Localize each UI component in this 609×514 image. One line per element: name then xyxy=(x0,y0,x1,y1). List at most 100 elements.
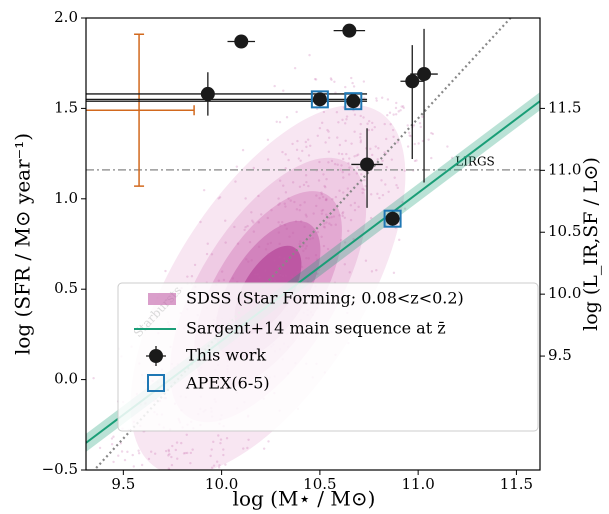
sdss-point xyxy=(277,203,280,207)
sdss-point xyxy=(385,137,388,141)
sdss-point xyxy=(387,190,390,193)
sdss-point xyxy=(306,280,309,284)
sdss-point xyxy=(304,174,308,177)
sdss-point xyxy=(298,208,301,212)
sdss-point xyxy=(309,237,312,241)
sdss-point xyxy=(381,193,385,197)
sdss-point xyxy=(383,122,386,126)
sdss-point xyxy=(342,176,345,179)
sdss-point xyxy=(323,222,326,225)
sdss-point xyxy=(362,80,366,83)
sdss-point xyxy=(367,120,371,123)
sdss-point xyxy=(235,165,239,168)
sdss-point xyxy=(338,214,341,217)
sdss-point xyxy=(389,123,392,126)
sdss-point xyxy=(359,139,363,142)
sdss-point xyxy=(401,105,405,108)
sdss-point xyxy=(282,184,285,187)
sdss-point xyxy=(240,471,242,473)
sdss-point xyxy=(167,467,170,470)
sdss-point xyxy=(330,159,334,163)
sdss-point xyxy=(337,121,340,124)
sdss-point xyxy=(375,99,378,102)
sdss-point xyxy=(333,162,337,166)
sdss-point xyxy=(296,270,299,274)
sdss-point xyxy=(323,226,326,229)
sdss-point xyxy=(378,196,381,200)
sdss-point xyxy=(421,115,424,118)
sdss-point xyxy=(149,450,153,453)
sdss-point xyxy=(380,179,383,182)
sdss-point xyxy=(392,113,395,116)
sdss-point xyxy=(244,197,247,200)
sdss-point xyxy=(157,492,159,494)
legend-label: This work xyxy=(186,346,266,365)
sdss-point xyxy=(167,450,171,453)
sdss-point xyxy=(413,159,417,163)
sdss-point xyxy=(132,465,136,468)
sdss-point xyxy=(164,269,167,273)
x-tick-label: 10.5 xyxy=(303,475,336,493)
sdss-point xyxy=(320,191,323,194)
sdss-point xyxy=(313,77,317,81)
sdss-point xyxy=(247,438,250,441)
sdss-point xyxy=(353,130,356,133)
sdss-point xyxy=(350,76,353,80)
sdss-point xyxy=(120,450,124,453)
sdss-point xyxy=(250,259,253,262)
sdss-point xyxy=(252,221,255,224)
sdss-point xyxy=(75,415,77,417)
sdss-point xyxy=(176,457,179,460)
sdss-point xyxy=(312,212,315,215)
sdss-point xyxy=(301,244,304,248)
sdss-point xyxy=(373,125,376,129)
sdss-point xyxy=(167,448,170,452)
sdss-point xyxy=(252,166,256,170)
sdss-point xyxy=(287,197,290,200)
sdss-point xyxy=(193,263,197,267)
this-work-point xyxy=(342,23,357,38)
sdss-point xyxy=(322,225,326,228)
sdss-point xyxy=(284,153,287,156)
sdss-point xyxy=(182,452,186,455)
sdss-point xyxy=(278,202,281,205)
sdss-point xyxy=(352,85,356,88)
sdss-point xyxy=(209,454,212,458)
sdss-point xyxy=(217,434,220,437)
sdss-point xyxy=(282,89,285,92)
sdss-point xyxy=(137,449,140,452)
sdss-point xyxy=(392,271,396,275)
sdss-point xyxy=(266,158,270,161)
sdss-point xyxy=(299,159,302,162)
sdss-point xyxy=(324,186,327,189)
sdss-point xyxy=(338,143,342,147)
sdss-point xyxy=(305,215,308,218)
sdss-point xyxy=(219,441,222,445)
sdss-point xyxy=(140,463,144,467)
sdss-point xyxy=(396,186,399,190)
sdss-point xyxy=(268,253,271,256)
sdss-point xyxy=(406,145,410,148)
sdss-point xyxy=(273,84,276,88)
sdss-point xyxy=(325,221,328,224)
sdss-point xyxy=(403,207,407,210)
sdss-point xyxy=(400,105,403,108)
sdss-point xyxy=(326,247,330,251)
sdss-point xyxy=(386,113,389,117)
sdss-point xyxy=(326,128,329,132)
sdss-point xyxy=(353,208,357,212)
sdss-point xyxy=(181,471,183,473)
sdss-point xyxy=(244,225,247,229)
sdss-point xyxy=(304,213,308,216)
sdss-point xyxy=(362,116,365,119)
y-tick-label: 1.0 xyxy=(54,189,78,207)
sdss-point xyxy=(206,242,209,245)
sdss-point xyxy=(341,157,345,161)
sdss-point xyxy=(300,265,304,269)
sdss-point xyxy=(257,245,261,249)
sdss-point xyxy=(315,194,318,197)
this-work-point xyxy=(312,92,327,107)
sdss-point xyxy=(256,273,259,276)
sdss-point xyxy=(283,223,287,227)
sdss-point xyxy=(193,472,195,474)
